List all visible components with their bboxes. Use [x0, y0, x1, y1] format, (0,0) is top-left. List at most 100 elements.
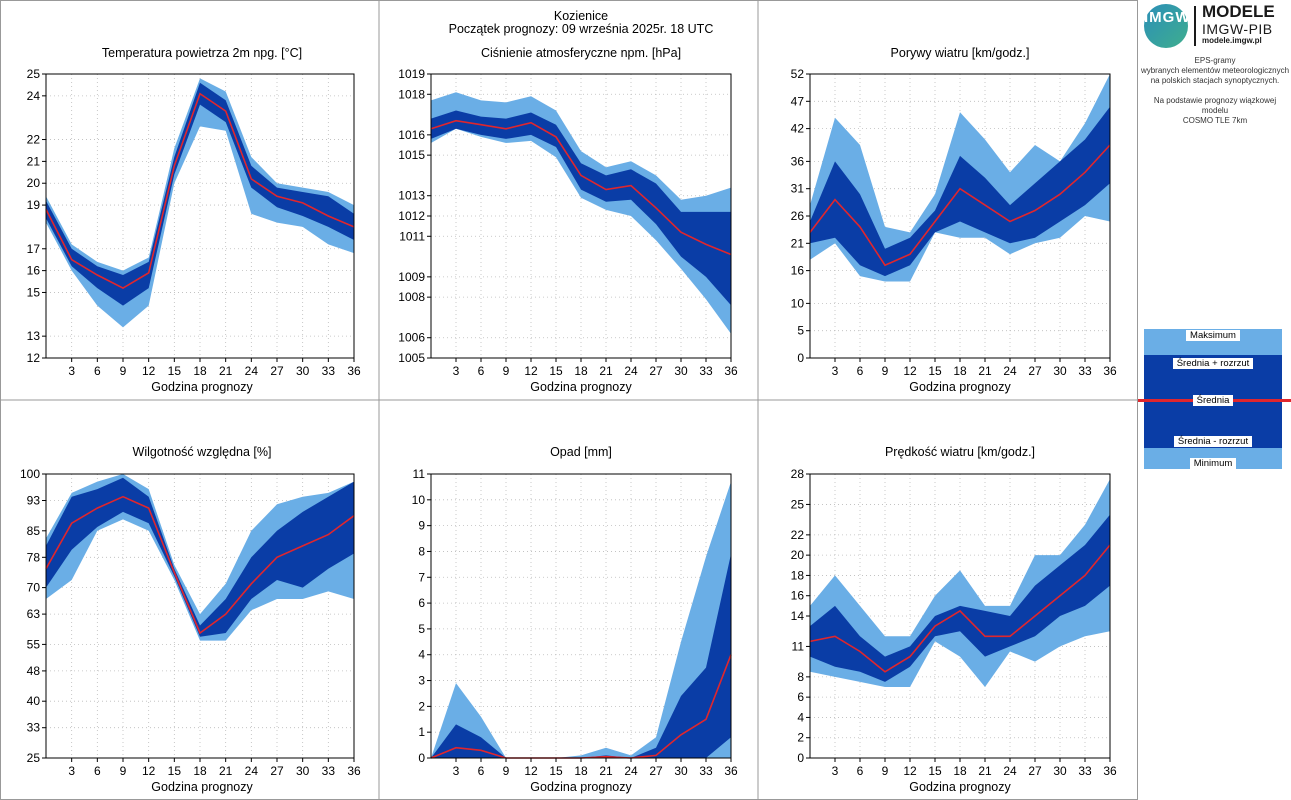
x-tick-label: 18: [193, 764, 207, 778]
x-tick-label: 33: [699, 364, 713, 378]
x-tick-label: 9: [882, 364, 889, 378]
y-tick-label: 31: [791, 182, 805, 196]
grid: [431, 73, 732, 359]
y-tick-label: 18: [791, 568, 805, 582]
y-tick-label: 7: [418, 570, 425, 584]
y-tick-label: 2: [797, 731, 804, 745]
legend-min-text: Minimum: [1189, 458, 1237, 469]
y-tick-label: 42: [791, 122, 805, 136]
mean-line: [45, 495, 355, 635]
x-tick-label: 6: [94, 364, 101, 378]
y-tick-label: 52: [791, 67, 805, 81]
x-tick-label: 15: [549, 764, 563, 778]
y-tick-label: 1012: [398, 209, 425, 223]
y-tick-label: 1011: [399, 229, 425, 243]
band-spread: [46, 82, 354, 306]
x-tick-label: 21: [978, 764, 992, 778]
y-tick-label: 1005: [398, 351, 425, 365]
y-tick-label: 8: [797, 670, 804, 684]
x-tick-label: 30: [674, 364, 688, 378]
x-tick-label: 6: [94, 764, 101, 778]
y-tick-label: 78: [27, 550, 41, 564]
x-tick-label: 3: [453, 764, 460, 778]
y-tick-label: 5: [797, 324, 804, 338]
x-tick-label: 27: [270, 364, 284, 378]
brand-url: modele.imgw.pl: [1202, 36, 1262, 45]
x-tick-label: 24: [245, 764, 259, 778]
x-tick-label: 36: [724, 364, 738, 378]
x-tick-label: 15: [549, 364, 563, 378]
y-tick-label: 22: [791, 528, 805, 542]
x-tick-label: 30: [1053, 764, 1067, 778]
y-tick-label: 21: [791, 236, 805, 250]
y-tick-label: 47: [791, 94, 805, 108]
y-tick-label: 40: [27, 694, 41, 708]
y-tick-label: 19: [27, 198, 41, 212]
x-tick-label: 30: [1053, 364, 1067, 378]
x-tick-label: 27: [649, 364, 663, 378]
x-tick-label: 12: [524, 764, 538, 778]
x-tick-label: 36: [1103, 364, 1117, 378]
y-tick-label: 13: [27, 329, 41, 343]
x-tick-label: 36: [347, 364, 361, 378]
brand-line-2: IMGW-PIB: [1202, 21, 1273, 37]
legend-label-min: Minimum: [1144, 458, 1282, 470]
x-tick-label: 6: [857, 364, 864, 378]
x-tick-label: 3: [68, 764, 75, 778]
x-axis-label: Godzina prognozy: [909, 380, 1011, 394]
x-tick-label: 27: [270, 764, 284, 778]
legend-label-mean-plus: Średnia + rozrzut: [1144, 358, 1282, 370]
imgw-logo: IMGW MODELE IMGW-PIB modele.imgw.pl: [1140, 2, 1290, 50]
y-tick-label: 9: [418, 519, 425, 533]
logo-divider: [1194, 6, 1196, 46]
legend-mean-minus-text: Średnia - rozrzut: [1173, 436, 1253, 447]
y-tick-label: 25: [791, 497, 805, 511]
x-axis-label: Godzina prognozy: [530, 780, 632, 794]
x-tick-label: 27: [1028, 364, 1042, 378]
x-tick-label: 18: [574, 364, 588, 378]
x-tick-label: 9: [120, 764, 127, 778]
y-tick-label: 1019: [398, 67, 425, 81]
y-tick-label: 22: [27, 133, 41, 147]
x-tick-label: 15: [928, 764, 942, 778]
x-tick-label: 24: [624, 364, 638, 378]
x-tick-label: 24: [1003, 364, 1017, 378]
x-tick-label: 21: [599, 364, 613, 378]
forecast-start: Początek prognozy: 09 września 2025r. 18…: [449, 22, 714, 36]
panel-borders: [0, 0, 1138, 800]
x-tick-label: 9: [882, 764, 889, 778]
x-tick-label: 21: [978, 364, 992, 378]
x-tick-label: 15: [928, 364, 942, 378]
y-tick-label: 36: [791, 154, 805, 168]
x-tick-label: 9: [503, 364, 510, 378]
y-tick-label: 16: [27, 264, 41, 278]
x-tick-label: 3: [832, 364, 839, 378]
y-tick-label: 4: [797, 710, 804, 724]
x-tick-label: 21: [599, 764, 613, 778]
y-tick-label: 63: [27, 607, 41, 621]
y-tick-label: 16: [791, 264, 805, 278]
y-tick-label: 85: [27, 524, 41, 538]
x-tick-label: 12: [142, 364, 156, 378]
x-tick-label: 12: [524, 364, 538, 378]
x-tick-label: 36: [1103, 764, 1117, 778]
chart-title: Wilgotność względna [%]: [133, 445, 272, 459]
y-tick-label: 1006: [398, 331, 425, 345]
y-tick-label: 12: [27, 351, 41, 365]
y-tick-label: 25: [27, 751, 41, 765]
y-tick-label: 0: [797, 751, 804, 765]
y-tick-label: 1016: [398, 128, 425, 142]
y-tick-label: 1013: [398, 189, 425, 203]
y-tick-label: 3: [418, 674, 425, 688]
y-tick-label: 100: [20, 467, 40, 481]
logo-circle-icon: [1144, 4, 1188, 48]
x-tick-label: 6: [478, 364, 485, 378]
y-tick-label: 0: [797, 351, 804, 365]
y-tick-label: 1: [418, 725, 425, 739]
x-tick-label: 3: [453, 364, 460, 378]
y-tick-label: 11: [792, 639, 805, 653]
y-tick-label: 33: [27, 721, 41, 735]
